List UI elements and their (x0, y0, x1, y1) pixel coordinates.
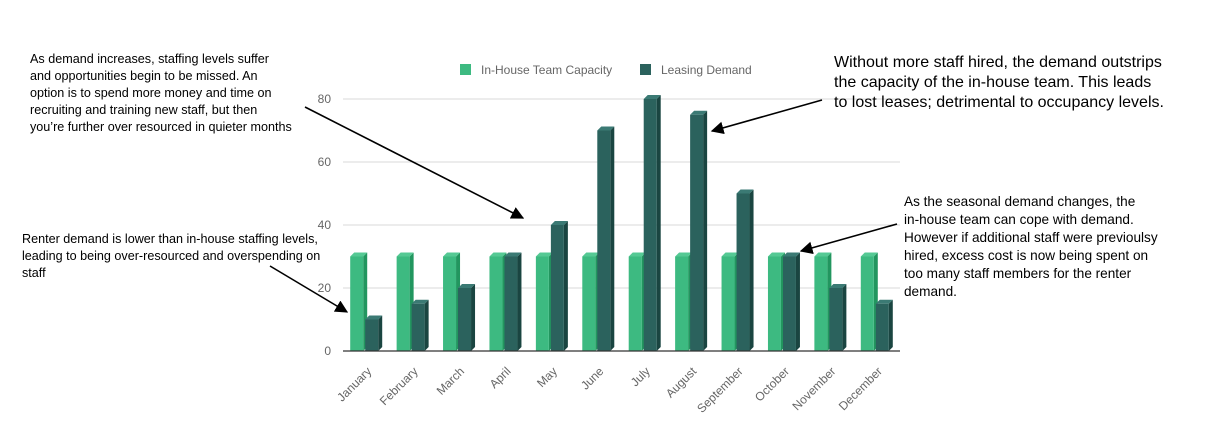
x-tick-label: November (789, 364, 838, 413)
gridlines (343, 98, 900, 289)
x-tick-label: April (487, 364, 514, 391)
x-tick-label: June (578, 364, 607, 393)
bar-demand-october (782, 252, 800, 351)
bar-demand-december (875, 299, 893, 351)
x-tick-label: September (694, 364, 745, 415)
bar-capacity-october (767, 252, 785, 351)
legend-label-demand: Leasing Demand (661, 63, 752, 77)
x-tick-label: May (534, 364, 560, 390)
legend-swatch-capacity (460, 64, 471, 75)
bars (350, 95, 893, 351)
bar-demand-may (550, 221, 568, 351)
annotation-rising-demand: As demand increases, staffing levels suf… (30, 52, 292, 134)
x-tick-label: January (334, 364, 374, 404)
bar-demand-september (736, 189, 754, 351)
y-tick-label: 80 (318, 92, 332, 106)
arrow-low-demand (269, 265, 349, 313)
arrow-rising-demand (304, 106, 525, 219)
legend-label-capacity: In-House Team Capacity (481, 63, 612, 77)
y-tick-label: 20 (318, 281, 332, 295)
arrow-seasonal-change (799, 223, 898, 255)
y-tick-label: 60 (318, 155, 332, 169)
x-tick-label: February (377, 364, 421, 408)
annotation-seasonal-change: As the seasonal demand changes, the in-h… (904, 194, 1158, 299)
bar-capacity-may (535, 252, 553, 351)
x-tick-label: July (628, 364, 653, 389)
bar-capacity-december (860, 252, 878, 351)
bar-demand-january (365, 315, 383, 351)
legend: In-House Team Capacity Leasing Demand (460, 63, 752, 77)
x-tick-label: October (752, 364, 792, 404)
bar-capacity-february (396, 252, 414, 351)
x-tick-label: August (663, 364, 700, 401)
annotation-low-demand: Renter demand is lower than in-house sta… (22, 232, 321, 280)
y-tick-label: 40 (318, 218, 332, 232)
bar-capacity-march (443, 252, 461, 351)
x-axis-ticks: January February March April May June July Augu… (334, 364, 885, 416)
bar-capacity-april (489, 252, 507, 351)
bar-capacity-august (675, 252, 693, 351)
bar-capacity-november (814, 252, 832, 351)
y-tick-label: 0 (324, 344, 331, 358)
bar-demand-august (690, 110, 708, 351)
bar-capacity-january (350, 252, 368, 351)
y-axis-ticks: 0 20 40 60 80 (318, 92, 332, 358)
legend-swatch-demand (640, 64, 651, 75)
bar-capacity-september (721, 252, 739, 351)
bar-demand-november (829, 284, 847, 351)
bar-demand-june (597, 126, 615, 351)
x-tick-label: December (836, 364, 885, 413)
bar-capacity-july (628, 252, 646, 351)
x-tick-label: March (434, 364, 467, 397)
bar-capacity-june (582, 252, 600, 351)
annotation-arrows (269, 99, 898, 313)
bar-demand-july (643, 95, 661, 351)
arrow-peak-demand (710, 99, 823, 135)
bar-demand-april (504, 252, 522, 351)
bar-demand-march (458, 284, 476, 351)
annotation-peak-demand: Without more staff hired, the demand out… (834, 54, 1164, 111)
bar-demand-february (411, 299, 429, 351)
